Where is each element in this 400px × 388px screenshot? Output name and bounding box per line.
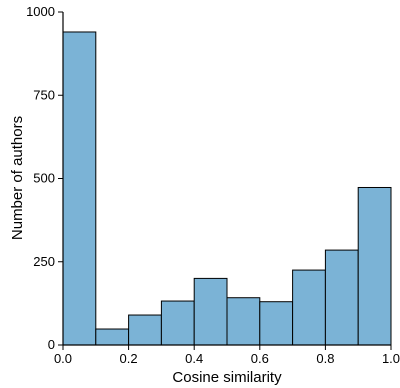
y-tick-label: 750 (33, 87, 55, 102)
x-tick-label: 0.6 (251, 351, 269, 366)
y-axis-label: Number of authors (9, 116, 26, 240)
bars-group (62, 31, 392, 346)
histogram-bar (128, 314, 162, 346)
histogram-bar (357, 186, 392, 346)
y-tick-label: 500 (33, 171, 55, 186)
x-tick-label: 0.2 (120, 351, 138, 366)
histogram-bar (259, 301, 294, 346)
x-axis-label: Cosine similarity (172, 369, 282, 386)
x-axis-ticks: 0.0 0.2 0.4 0.6 0.8 1.0 (54, 345, 400, 366)
x-tick-label: 0.0 (54, 351, 72, 366)
y-tick-label: 250 (33, 254, 55, 269)
y-axis-ticks: 0 250 500 750 1000 (26, 4, 63, 352)
x-tick-label: 0.4 (185, 351, 203, 366)
x-tick-label: 1.0 (382, 351, 400, 366)
histogram-bar (193, 277, 228, 346)
y-tick-label: 0 (48, 337, 55, 352)
histogram-bar (62, 31, 97, 346)
histogram-bar (324, 249, 359, 346)
histogram-bar (95, 328, 130, 346)
x-tick-label: 0.8 (316, 351, 334, 366)
histogram-bar (160, 300, 195, 346)
histogram-bar (226, 297, 261, 346)
histogram-bar (292, 269, 326, 346)
y-tick-label: 1000 (26, 4, 55, 19)
